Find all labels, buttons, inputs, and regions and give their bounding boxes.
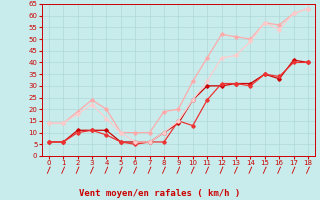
Text: Vent moyen/en rafales ( km/h ): Vent moyen/en rafales ( km/h ) xyxy=(79,189,241,198)
